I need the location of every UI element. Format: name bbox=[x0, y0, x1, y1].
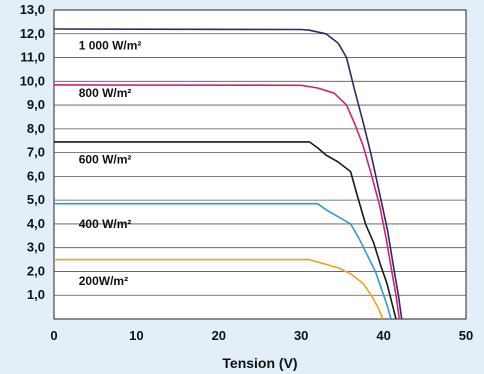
series-label-2: 600 W/m² bbox=[79, 153, 132, 167]
y-tick-label: 4,0 bbox=[27, 216, 45, 231]
x-axis-tick-labels: 0 10 20 30 40 50 bbox=[50, 328, 473, 343]
series-label-1: 800 W/m² bbox=[79, 86, 132, 100]
series-lines bbox=[53, 28, 403, 320]
y-tick-label: 11,0 bbox=[20, 50, 45, 65]
y-tick-label: 13,0 bbox=[20, 2, 45, 17]
x-tick-label: 50 bbox=[459, 328, 473, 343]
y-tick-label: 1,0 bbox=[27, 287, 45, 302]
series-line-3 bbox=[54, 202, 392, 320]
plot-area bbox=[53, 9, 467, 320]
y-tick-label: 10,0 bbox=[20, 73, 45, 88]
x-tick-label: 10 bbox=[129, 328, 143, 343]
series-line-2 bbox=[54, 141, 397, 320]
series-label-3: 400 W/m² bbox=[79, 217, 132, 231]
y-tick-label: 8,0 bbox=[27, 121, 45, 136]
x-axis-label: Tension (V) bbox=[222, 355, 297, 371]
x-tick-label: 30 bbox=[294, 328, 308, 343]
grid-lines bbox=[54, 33, 466, 296]
x-tick-label: 0 bbox=[50, 328, 57, 343]
x-tick-label: 40 bbox=[376, 328, 390, 343]
series-line-4 bbox=[54, 258, 384, 320]
series-label-4: 200W/m² bbox=[79, 274, 128, 288]
y-tick-label: 6,0 bbox=[27, 168, 45, 183]
y-tick-label: 12,0 bbox=[20, 26, 45, 41]
x-tick-label: 20 bbox=[212, 328, 226, 343]
y-axis-tick-labels: 1,0 2,0 3,0 4,0 5,0 6,0 7,0 8,0 9,0 10,0 11,0 12,0 1… bbox=[20, 2, 45, 302]
series-label-0: 1 000 W/m² bbox=[79, 39, 142, 53]
y-tick-label: 5,0 bbox=[27, 192, 45, 207]
y-tick-label: 2,0 bbox=[27, 263, 45, 278]
series-line-1 bbox=[53, 84, 401, 320]
y-tick-label: 9,0 bbox=[27, 97, 45, 112]
y-tick-label: 3,0 bbox=[27, 240, 45, 255]
y-tick-label: 7,0 bbox=[27, 145, 45, 160]
series-line-0 bbox=[53, 28, 403, 320]
series-labels: 1 000 W/m² 800 W/m² 600 W/m² 400 W/m² 200W/m… bbox=[79, 39, 142, 288]
